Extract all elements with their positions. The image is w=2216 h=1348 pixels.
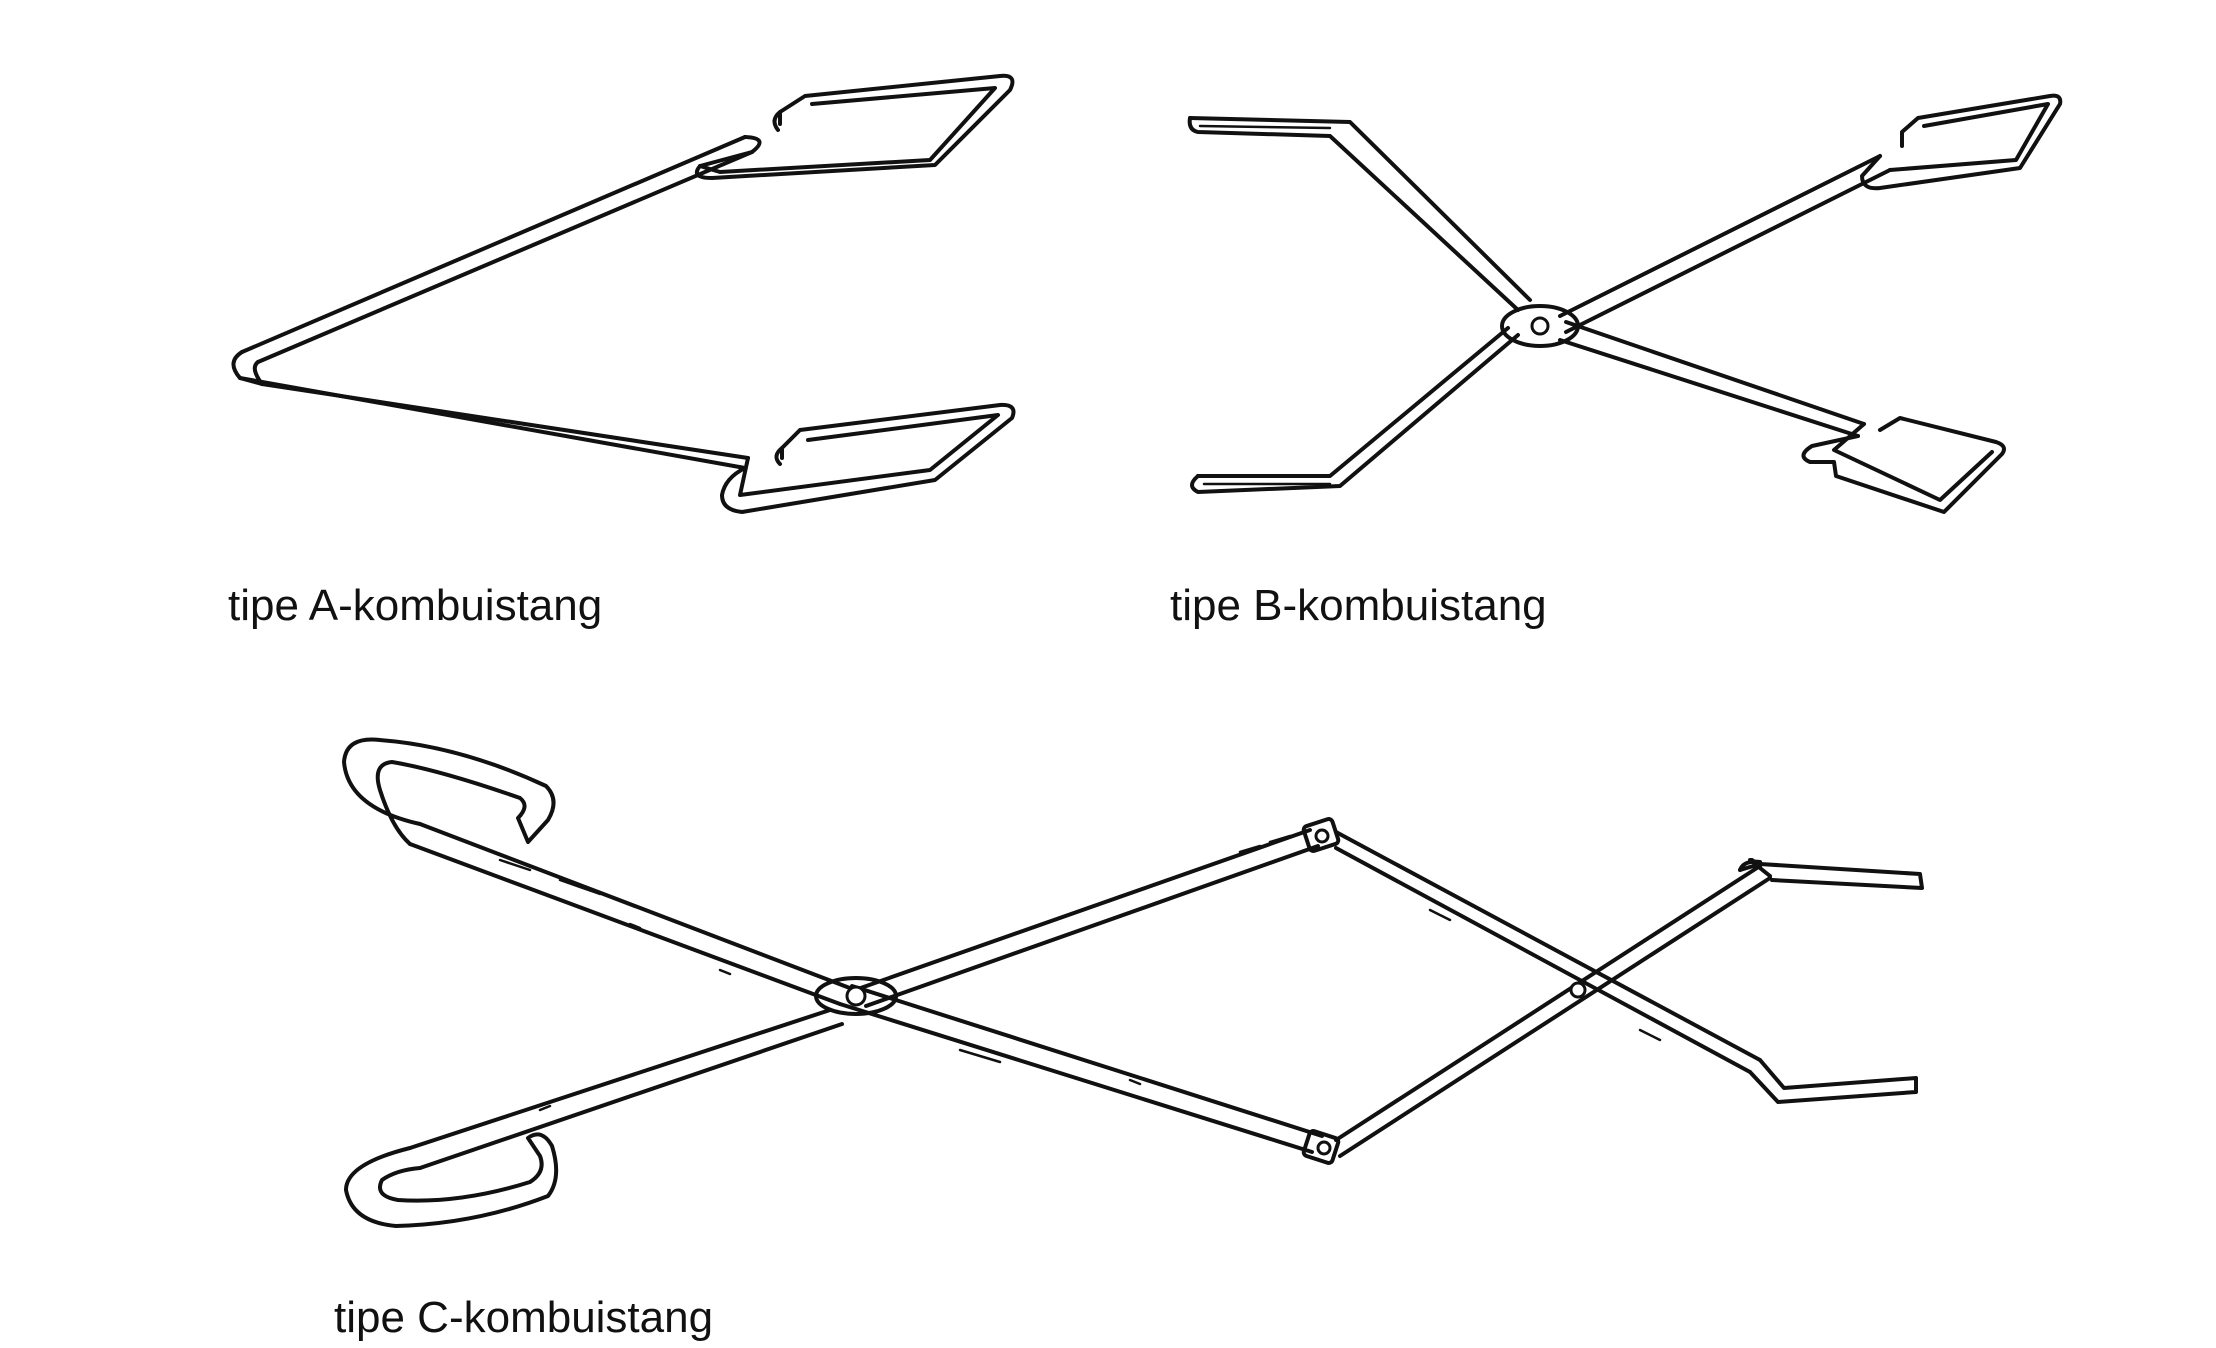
caption-type-c: tipe C-kombuistang [334, 1293, 714, 1342]
caption-type-a: tipe A-kombuistang [228, 581, 603, 630]
caption-type-b: tipe B-kombuistang [1170, 581, 1547, 630]
type-c-tongs [342, 737, 1924, 1228]
type-a-tongs [231, 73, 1016, 514]
type-b-tongs [1187, 93, 2063, 514]
